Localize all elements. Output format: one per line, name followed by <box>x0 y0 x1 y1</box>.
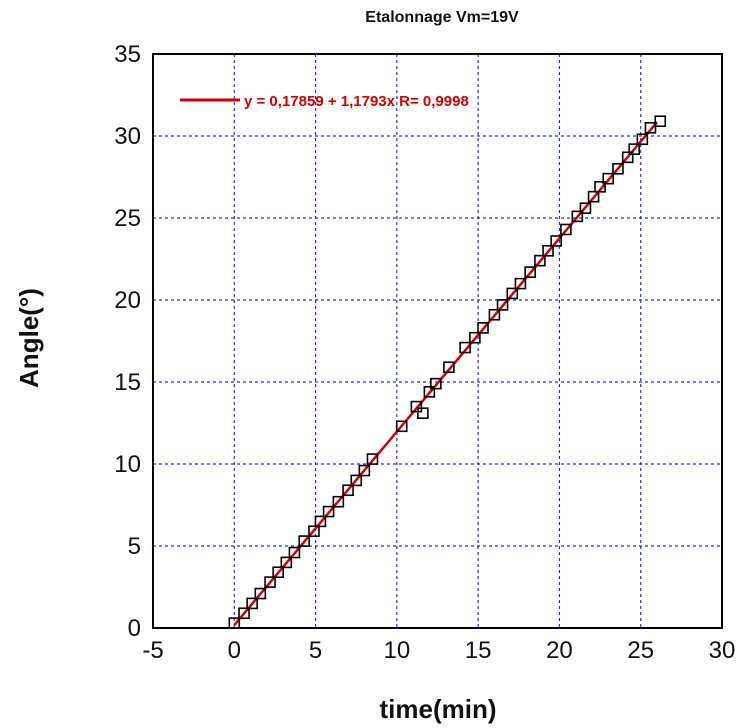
data-point <box>358 464 371 477</box>
y-tick-labels: 0 5 10 15 20 25 30 35 <box>114 41 141 642</box>
data-point <box>550 235 562 247</box>
data-point <box>621 151 634 164</box>
data-point <box>654 115 667 128</box>
x-tick-label: -5 <box>142 637 163 664</box>
x-tick-label: 15 <box>465 637 492 664</box>
data-point <box>560 223 572 236</box>
data-point <box>587 190 600 203</box>
data-point <box>395 420 408 433</box>
y-tick-label: 30 <box>114 123 141 150</box>
data-point <box>477 322 489 334</box>
x-axis-label: time(min) <box>380 694 497 724</box>
fit-line <box>233 121 658 626</box>
data-point <box>612 163 624 175</box>
x-tick-label: 5 <box>309 637 322 664</box>
data-point <box>459 341 471 354</box>
data-point <box>488 308 501 321</box>
x-tick-label: 25 <box>627 637 654 664</box>
data-point <box>350 474 363 487</box>
data-point <box>238 607 250 620</box>
data-point <box>246 597 258 610</box>
fit-line-group <box>233 121 658 626</box>
y-tick-label: 15 <box>114 369 141 396</box>
data-point <box>298 535 310 547</box>
x-tick-label: 30 <box>709 637 736 664</box>
x-tick-labels: -5 0 5 10 15 20 25 30 <box>142 637 735 664</box>
x-tick-label: 10 <box>384 637 411 664</box>
data-point <box>506 287 519 300</box>
data-point <box>443 361 455 374</box>
data-point <box>308 525 320 538</box>
data-point <box>264 576 276 588</box>
data-point <box>288 546 301 559</box>
x-tick-label: 20 <box>546 637 573 664</box>
data-point <box>594 181 606 193</box>
y-tick-label: 0 <box>128 615 141 642</box>
y-tick-label: 35 <box>114 41 141 68</box>
data-point <box>636 133 649 146</box>
y-tick-label: 25 <box>114 205 141 232</box>
data-point <box>423 386 436 398</box>
data-point <box>417 407 429 419</box>
data-point <box>314 515 327 528</box>
data-point <box>332 495 345 508</box>
data-point <box>496 299 509 311</box>
y-tick-label: 20 <box>114 287 141 314</box>
plot-frame <box>152 53 723 629</box>
data-point <box>272 566 284 579</box>
data-point <box>254 587 267 600</box>
data-point <box>602 172 615 185</box>
data-point <box>410 400 423 413</box>
data-point <box>514 277 527 290</box>
data-point <box>628 143 641 155</box>
legend: y = 0,17859 + 1,1793x R= 0,9998 <box>180 93 469 110</box>
data-point <box>534 254 546 267</box>
grid-lines <box>153 54 722 628</box>
x-tick-label: 0 <box>228 637 241 664</box>
data-point <box>524 266 536 278</box>
data-point <box>571 210 584 223</box>
legend-text: y = 0,17859 + 1,1793x R= 0,9998 <box>244 93 469 110</box>
data-point <box>644 122 657 134</box>
y-tick-label: 5 <box>128 533 141 560</box>
y-tick-label: 10 <box>114 451 141 478</box>
data-point <box>342 484 354 497</box>
data-point <box>542 245 554 257</box>
data-point <box>280 556 293 569</box>
y-axis-label: Angle(°) <box>14 288 44 388</box>
data-point <box>430 377 442 390</box>
data-point <box>366 453 379 465</box>
data-point <box>469 331 481 344</box>
chart-title: Etalonnage Vm=19V <box>365 9 519 26</box>
data-point <box>579 202 592 214</box>
data-point <box>322 505 335 518</box>
